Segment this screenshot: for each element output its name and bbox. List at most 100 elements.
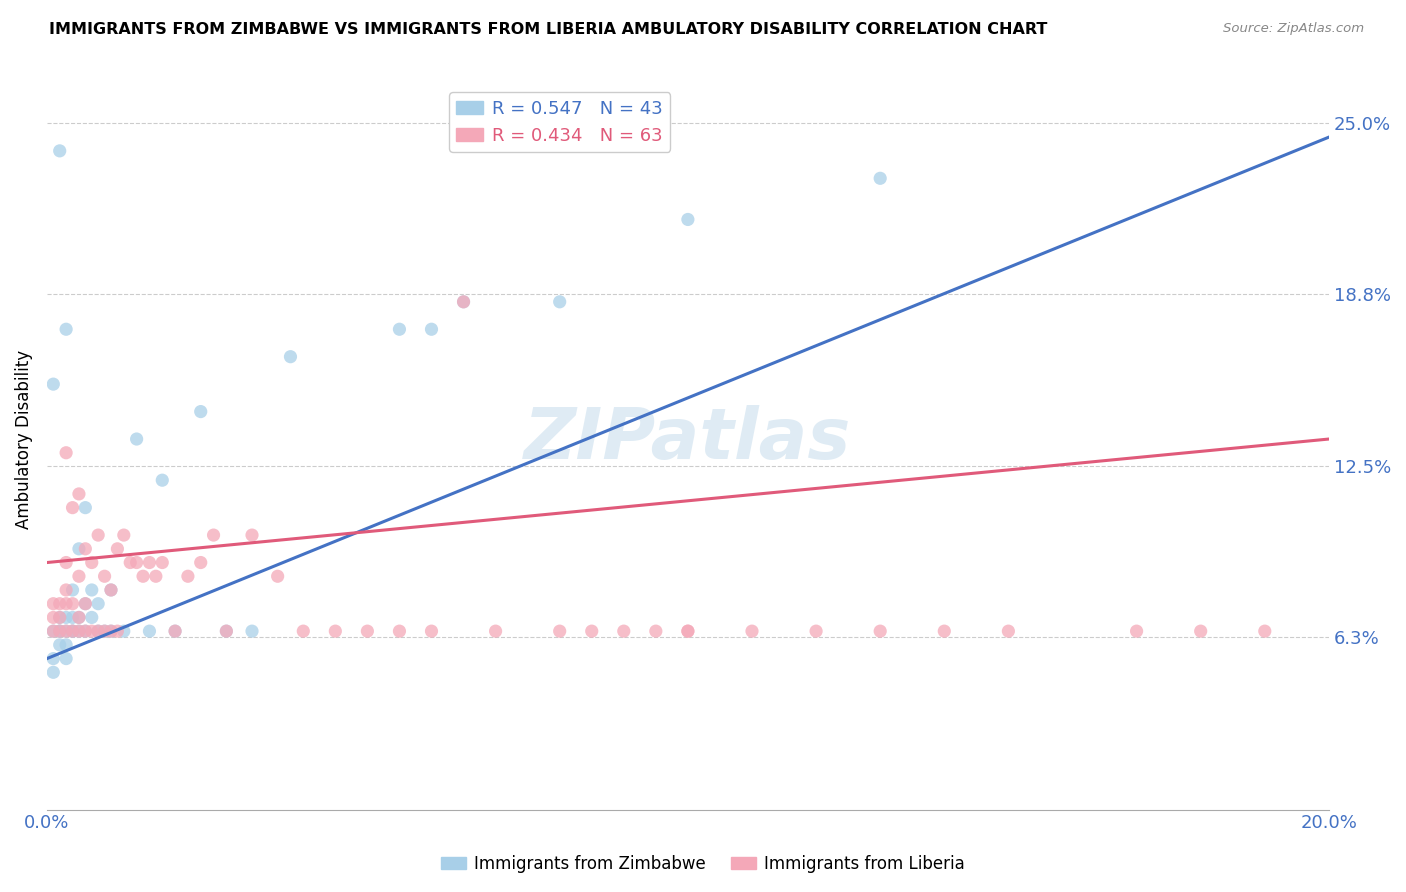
Point bbox=[67, 569, 90, 583]
Point bbox=[48, 624, 70, 639]
Point bbox=[42, 597, 65, 611]
Point bbox=[613, 624, 636, 639]
Point bbox=[105, 541, 128, 556]
Point bbox=[420, 322, 443, 336]
Point bbox=[55, 610, 77, 624]
Point bbox=[804, 624, 827, 639]
Point bbox=[80, 624, 103, 639]
Point bbox=[55, 638, 77, 652]
Point bbox=[87, 528, 110, 542]
Point bbox=[55, 582, 77, 597]
Point bbox=[67, 624, 90, 639]
Point bbox=[48, 610, 70, 624]
Point bbox=[75, 500, 97, 515]
Point bbox=[125, 556, 148, 570]
Legend: Immigrants from Zimbabwe, Immigrants from Liberia: Immigrants from Zimbabwe, Immigrants fro… bbox=[434, 848, 972, 880]
Point bbox=[55, 322, 77, 336]
Point bbox=[42, 665, 65, 680]
Point bbox=[240, 624, 263, 639]
Point bbox=[100, 624, 122, 639]
Point bbox=[87, 597, 110, 611]
Point bbox=[62, 500, 84, 515]
Point bbox=[42, 624, 65, 639]
Point bbox=[55, 556, 77, 570]
Point bbox=[112, 624, 135, 639]
Point bbox=[280, 350, 302, 364]
Point bbox=[388, 624, 411, 639]
Point bbox=[676, 624, 699, 639]
Point bbox=[105, 624, 128, 639]
Point bbox=[67, 624, 90, 639]
Point bbox=[55, 651, 77, 665]
Point bbox=[112, 528, 135, 542]
Point bbox=[80, 556, 103, 570]
Point bbox=[548, 624, 571, 639]
Point bbox=[62, 624, 84, 639]
Point bbox=[42, 651, 65, 665]
Point bbox=[75, 624, 97, 639]
Point bbox=[1189, 624, 1212, 639]
Point bbox=[75, 597, 97, 611]
Y-axis label: Ambulatory Disability: Ambulatory Disability bbox=[15, 350, 32, 529]
Point bbox=[48, 624, 70, 639]
Point bbox=[100, 582, 122, 597]
Point bbox=[48, 638, 70, 652]
Point bbox=[62, 610, 84, 624]
Point bbox=[484, 624, 506, 639]
Point bbox=[356, 624, 378, 639]
Point bbox=[93, 624, 115, 639]
Point bbox=[42, 624, 65, 639]
Legend: R = 0.547   N = 43, R = 0.434   N = 63: R = 0.547 N = 43, R = 0.434 N = 63 bbox=[449, 93, 671, 152]
Point bbox=[676, 212, 699, 227]
Point bbox=[165, 624, 187, 639]
Point bbox=[676, 624, 699, 639]
Point bbox=[125, 432, 148, 446]
Point bbox=[741, 624, 763, 639]
Point bbox=[62, 624, 84, 639]
Point bbox=[80, 582, 103, 597]
Point bbox=[997, 624, 1019, 639]
Point bbox=[100, 624, 122, 639]
Point bbox=[138, 556, 160, 570]
Point bbox=[1254, 624, 1277, 639]
Point bbox=[62, 624, 84, 639]
Point bbox=[388, 322, 411, 336]
Point bbox=[138, 624, 160, 639]
Point bbox=[42, 610, 65, 624]
Point bbox=[145, 569, 167, 583]
Text: Source: ZipAtlas.com: Source: ZipAtlas.com bbox=[1223, 22, 1364, 36]
Point bbox=[67, 487, 90, 501]
Point bbox=[120, 556, 142, 570]
Point bbox=[869, 624, 891, 639]
Point bbox=[292, 624, 315, 639]
Point bbox=[87, 624, 110, 639]
Point bbox=[75, 541, 97, 556]
Point bbox=[150, 556, 173, 570]
Point bbox=[55, 624, 77, 639]
Point bbox=[581, 624, 603, 639]
Point bbox=[453, 294, 475, 309]
Point bbox=[934, 624, 956, 639]
Point bbox=[48, 597, 70, 611]
Point bbox=[48, 624, 70, 639]
Point bbox=[1125, 624, 1147, 639]
Point bbox=[165, 624, 187, 639]
Point bbox=[42, 377, 65, 392]
Text: IMMIGRANTS FROM ZIMBABWE VS IMMIGRANTS FROM LIBERIA AMBULATORY DISABILITY CORREL: IMMIGRANTS FROM ZIMBABWE VS IMMIGRANTS F… bbox=[49, 22, 1047, 37]
Point bbox=[215, 624, 238, 639]
Point bbox=[190, 404, 212, 418]
Point bbox=[55, 624, 77, 639]
Point bbox=[75, 597, 97, 611]
Point bbox=[55, 597, 77, 611]
Point bbox=[150, 473, 173, 487]
Point bbox=[62, 597, 84, 611]
Text: ZIPatlas: ZIPatlas bbox=[524, 405, 852, 474]
Point bbox=[869, 171, 891, 186]
Point bbox=[190, 556, 212, 570]
Point bbox=[55, 446, 77, 460]
Point bbox=[548, 294, 571, 309]
Point bbox=[67, 610, 90, 624]
Point bbox=[62, 582, 84, 597]
Point bbox=[48, 144, 70, 158]
Point bbox=[100, 582, 122, 597]
